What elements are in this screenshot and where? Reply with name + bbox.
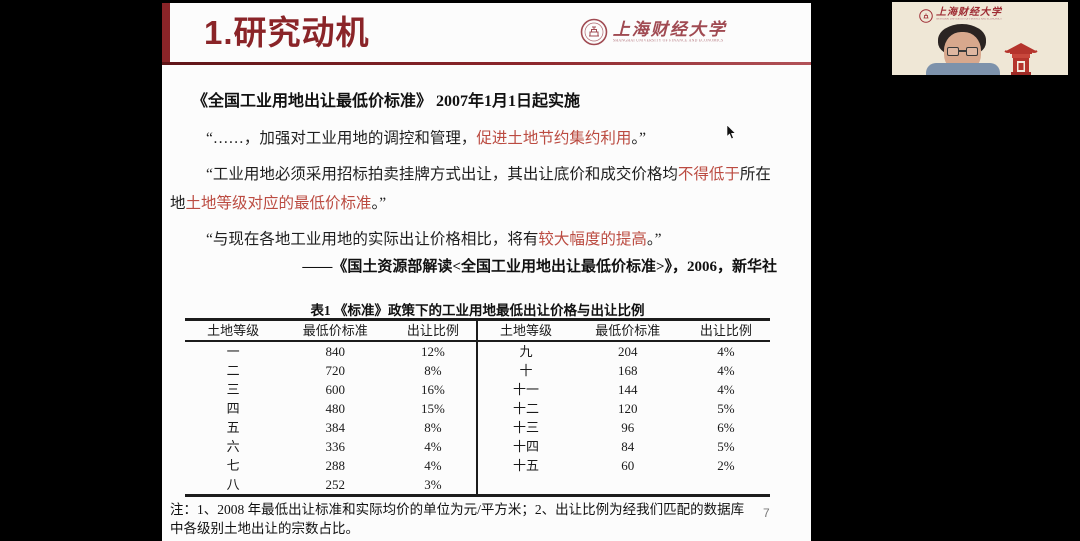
- citation-line: ——《国土资源部解读<全国工业用地出让最低价标准>》，2006，新华社: [302, 259, 777, 275]
- table-footnote: 注：1、2008 年最低出让标准和实际均价的单位为元/平方米；2、出让比例为经我…: [170, 500, 770, 538]
- table-cell: 三: [226, 382, 240, 397]
- table-cell: 八: [226, 477, 240, 492]
- page-number: 7: [763, 506, 770, 520]
- quotes-block: “……，加强对工业用地的调控和管理，促进土地节约集约利用。” “工业用地必须采用招…: [170, 124, 782, 261]
- slide: 1.研究动机 上海财经大学 SHANGHAI UNIVERSITY OF FIN…: [162, 3, 811, 541]
- table-cell: 六: [226, 439, 240, 454]
- table-cell: 十四: [476, 437, 574, 456]
- table-cell: 384: [325, 420, 345, 435]
- table-cell: [574, 475, 682, 496]
- table-row: 五 384 8% 十三 96 6%: [185, 418, 770, 437]
- table-header-cell: 土地等级: [185, 319, 282, 342]
- table-cell: 十五: [476, 456, 574, 475]
- table-cell: 十三: [476, 418, 574, 437]
- table-title: 表1 《标准》政策下的工业用地最低出让价格与出让比例: [310, 303, 645, 318]
- footnote-line2: 中各级别土地出让的宗数占比。: [170, 521, 359, 536]
- thumbnail-seal-icon: [919, 8, 933, 23]
- table-cell: 480: [325, 401, 345, 416]
- table-cell: 720: [325, 363, 345, 378]
- table-header-cell: 出让比例: [681, 319, 770, 342]
- table-cell: 12%: [420, 344, 445, 359]
- table-cell: 840: [325, 344, 345, 359]
- table-cell: 144: [617, 382, 638, 397]
- table-cell: 252: [325, 477, 345, 492]
- table-cell: 二: [226, 363, 240, 378]
- table-row: 四 480 15% 十二 120 5%: [185, 399, 770, 418]
- policy-heading: 《全国工业用地出让最低价标准》 2007年1月1日起实施: [192, 93, 581, 110]
- table-header-row: 土地等级 最低价标准 出让比例 土地等级 最低价标准 出让比例: [185, 319, 770, 342]
- table-row: 一 840 12% 九 204 4%: [185, 341, 770, 361]
- quote-paragraph: “工业用地必须采用招标拍卖挂牌方式出让，其出让底价和成交价格均不得低于所在地土地…: [170, 166, 771, 212]
- table-cell: 四: [226, 401, 240, 416]
- table-cell: 4%: [424, 439, 442, 454]
- glasses-icon: [947, 47, 978, 56]
- table-cell: 十二: [476, 399, 574, 418]
- header-accent-bar: [162, 3, 170, 62]
- land-price-table: 土地等级 最低价标准 出让比例 土地等级 最低价标准 出让比例 一 840 12% 九 204 4%…: [185, 318, 770, 497]
- header-divider-rule: [162, 62, 811, 65]
- university-name-zh: 上海财经大学: [612, 19, 727, 39]
- table-cell: 3%: [424, 477, 442, 492]
- presenter-shirt: [926, 63, 1000, 75]
- university-logo: 上海财经大学 SHANGHAI UNIVERSITY OF FINANCE AN…: [580, 18, 791, 46]
- table-row: 八 252 3%: [185, 475, 770, 496]
- table-cell: 五: [226, 420, 240, 435]
- table-cell: 十: [476, 361, 574, 380]
- table-header-cell: 出让比例: [389, 319, 478, 342]
- table-cell: 4%: [424, 458, 442, 473]
- table-cell: 5%: [717, 401, 735, 416]
- thumbnail-university-name-zh: 上海财经大学: [936, 7, 1002, 18]
- thumbnail-university-name-en: SHANGHAI UNIVERSITY OF FINANCE AND ECONO…: [936, 18, 1002, 21]
- table-row: 七 288 4% 十五 60 2%: [185, 456, 770, 475]
- table-cell: 288: [325, 458, 345, 473]
- presenter-video-thumbnail[interactable]: 上海财经大学 SHANGHAI UNIVERSITY OF FINANCE AN…: [892, 2, 1068, 75]
- letterbox-right: [1068, 0, 1080, 541]
- table-cell: 2%: [717, 458, 735, 473]
- table-cell: 十一: [476, 380, 574, 399]
- table-cell: 4%: [717, 363, 735, 378]
- university-seal-icon: [580, 18, 608, 46]
- table-header-cell: 最低价标准: [281, 319, 390, 342]
- mouse-cursor: [726, 125, 736, 140]
- table-cell: 4%: [717, 382, 735, 397]
- table-cell: 一: [226, 344, 240, 359]
- pavilion-icon: [1004, 43, 1038, 75]
- table-row: 三 600 16% 十一 144 4%: [185, 380, 770, 399]
- table-cell: 8%: [424, 363, 442, 378]
- table-cell: 120: [617, 401, 638, 416]
- table-cell: 168: [617, 363, 638, 378]
- thumbnail-university-logo: 上海财经大学 SHANGHAI UNIVERSITY OF FINANCE AN…: [919, 7, 1068, 24]
- table-cell: 60: [621, 458, 635, 473]
- table-row: 二 720 8% 十 168 4%: [185, 361, 770, 380]
- table-cell: 5%: [717, 439, 735, 454]
- table-cell: 336: [325, 439, 345, 454]
- table-cell: 6%: [717, 420, 735, 435]
- quote-paragraph: “与现在各地工业用地的实际出让价格相比，将有较大幅度的提高。”: [206, 231, 662, 248]
- table-cell: 600: [325, 382, 345, 397]
- table-cell: 204: [617, 344, 638, 359]
- table-cell: 七: [226, 458, 240, 473]
- table-cell: 九: [476, 341, 574, 361]
- table-cell: [476, 475, 574, 496]
- table-row: 六 336 4% 十四 84 5%: [185, 437, 770, 456]
- table-cell: 4%: [717, 344, 735, 359]
- table-cell: 84: [621, 439, 635, 454]
- quote-paragraph: “……，加强对工业用地的调控和管理，促进土地节约集约利用。”: [206, 130, 647, 147]
- table-cell: 15%: [420, 401, 445, 416]
- table-cell: 96: [621, 420, 635, 435]
- university-name-en: SHANGHAI UNIVERSITY OF FINANCE AND ECONO…: [612, 38, 724, 43]
- presenter-avatar: [892, 2, 1068, 75]
- footnote-line1: 注：1、2008 年最低出让标准和实际均价的单位为元/平方米；2、出让比例为经我…: [170, 502, 745, 517]
- table-cell: [682, 475, 770, 496]
- university-logo-text: 上海财经大学 SHANGHAI UNIVERSITY OF FINANCE AN…: [613, 20, 791, 45]
- table-cell: 16%: [420, 382, 445, 397]
- table-header-cell: 最低价标准: [573, 319, 682, 342]
- table-cell: 8%: [424, 420, 442, 435]
- slide-title: 1.研究动机: [204, 14, 370, 51]
- table-header-cell: 土地等级: [476, 319, 574, 342]
